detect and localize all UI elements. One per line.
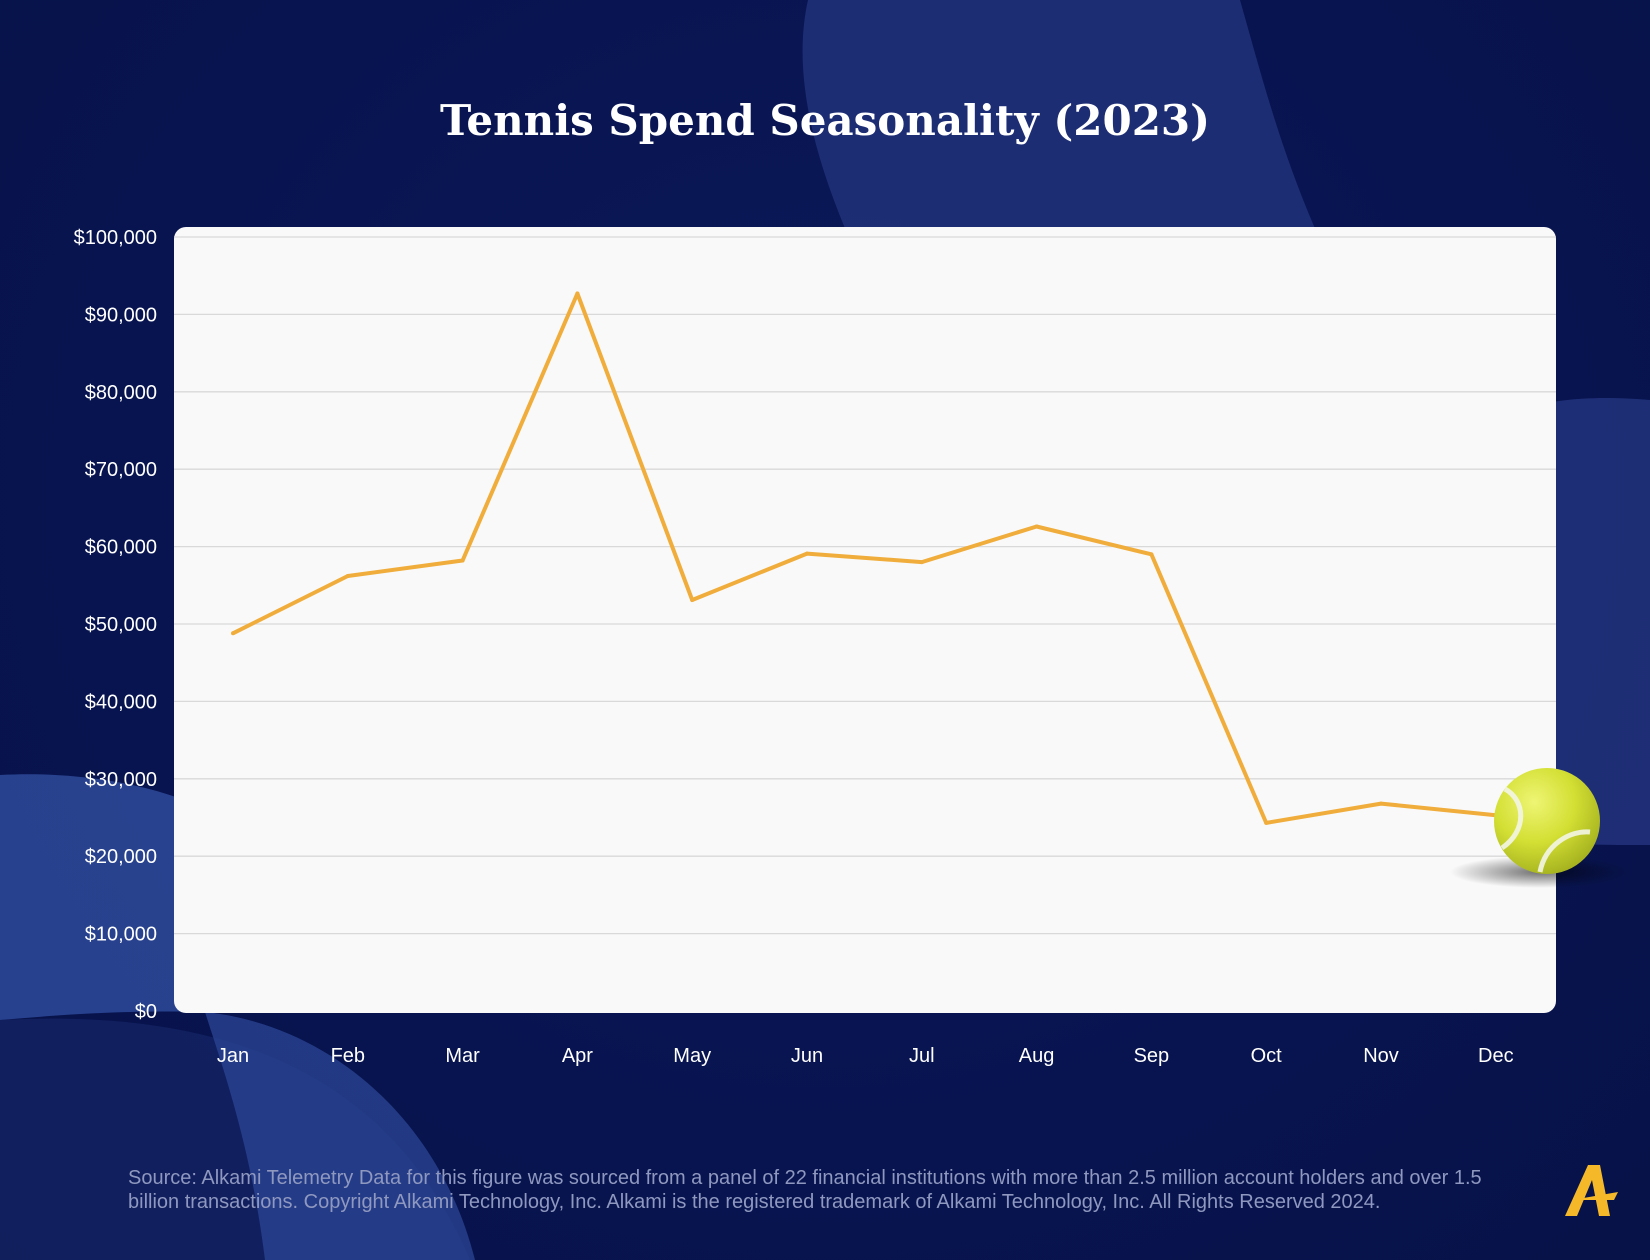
y-tick-label: $20,000	[85, 846, 157, 868]
alkami-logo-letter: A	[0, 0, 1, 1]
x-tick-label: May	[673, 1045, 711, 1067]
x-tick-label: Jun	[791, 1045, 823, 1067]
data-point-mar	[460, 558, 465, 563]
tennis-ball-seam	[1500, 786, 1524, 851]
series-lines	[231, 291, 1498, 825]
x-tick-label: Dec	[1478, 1045, 1514, 1067]
x-axis-tick-labels: Jan Feb Mar Apr May Jun Jul Aug Sep Oct Nov Dec	[217, 1045, 1514, 1067]
y-tick-label: $90,000	[85, 304, 157, 326]
plot-area	[174, 227, 1556, 1013]
x-tick-label: Aug	[1019, 1045, 1055, 1067]
y-tick-label: $40,000	[85, 691, 157, 713]
bg-arc-bottom-left	[0, 774, 205, 1020]
tennis-ball-body	[1494, 768, 1600, 874]
data-point-nov	[1379, 801, 1383, 806]
x-tick-label: Feb	[331, 1045, 365, 1067]
x-tick-label: Nov	[1363, 1045, 1399, 1067]
y-tick-label: $60,000	[85, 537, 157, 559]
data-point-may	[690, 598, 695, 603]
x-tick-label: Jan	[217, 1045, 249, 1067]
y-axis-tick-labels: $0 $10,000 $20,000 $30,000 $40,000 $50,000 $60…	[74, 227, 157, 1023]
data-point-feb	[345, 574, 350, 579]
data-point-oct	[1264, 820, 1269, 825]
data-point-jun	[805, 551, 809, 556]
alkami-logo-mark	[1565, 1165, 1610, 1216]
alkami-logo: A	[0, 0, 1618, 1216]
x-tick-label: Apr	[562, 1045, 593, 1067]
y-tick-label: $0	[135, 1001, 157, 1023]
y-tick-label: $10,000	[85, 924, 157, 946]
data-point-apr	[575, 291, 580, 296]
source-footnote: Source: Alkami Telemetry Data for this f…	[128, 1167, 1482, 1213]
y-tick-label: $100,000	[74, 227, 157, 249]
y-tick-label: $70,000	[85, 459, 157, 481]
bg-arc-top	[802, 0, 1320, 240]
data-point-aug	[1034, 524, 1039, 529]
gridlines	[174, 236, 1556, 935]
y-tick-label: $50,000	[85, 614, 157, 636]
x-tick-label: Oct	[1251, 1045, 1283, 1067]
y-tick-label: $30,000	[85, 769, 157, 791]
alkami-logo-swoosh	[1572, 1192, 1618, 1200]
chart-title: Tennis Spend Seasonality (2023)	[440, 96, 1210, 145]
tennis-ball-seam-2	[1537, 829, 1591, 873]
data-point-jul	[919, 560, 924, 565]
x-tick-label: Jul	[909, 1045, 935, 1067]
data-point-jan	[231, 631, 235, 636]
x-tick-label: Sep	[1134, 1045, 1170, 1067]
y-tick-label: $80,000	[85, 382, 157, 404]
x-tick-label: Mar	[445, 1045, 480, 1067]
series-line	[232, 291, 1497, 825]
data-point-sep	[1149, 552, 1154, 557]
bg-arc-bottom-right-shape	[205, 1012, 475, 1260]
tennis-ball-icon	[1450, 768, 1630, 888]
